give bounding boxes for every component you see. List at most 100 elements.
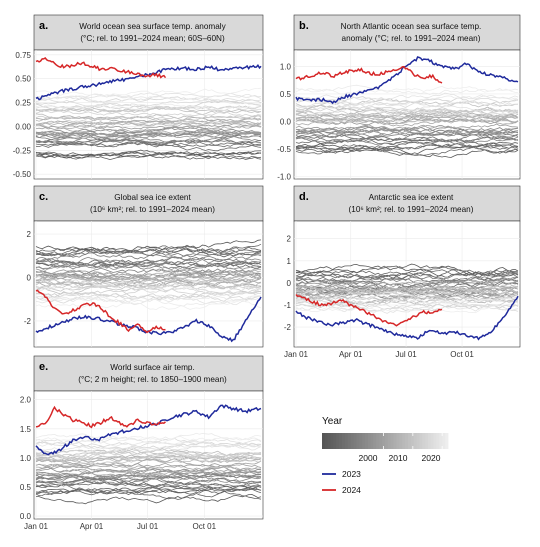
panel-a-year-line-2000: [35, 123, 262, 130]
panel-b-year-line-2022: [295, 94, 519, 106]
colorbar-swatch: [405, 433, 409, 449]
panels: a. World ocean sea surface temp. anomaly (…: [13, 14, 521, 531]
panel-e-year-line-2015: [35, 449, 262, 460]
panel-a-year-line-2022: [35, 95, 262, 105]
panel-e-year-line-2013: [35, 454, 262, 464]
colorbar: [322, 433, 449, 449]
panel-a-year-line-2001: [35, 131, 262, 139]
panel-e-year-line-1984: [35, 485, 262, 495]
panel-c-ytick-label: 2: [27, 230, 32, 239]
panel-c-year-line-1996: [35, 272, 262, 281]
panel-c-lines: [35, 239, 262, 343]
panel-a-year-line-2021: [35, 92, 262, 101]
panel-e-year-line-2003: [35, 469, 261, 479]
colorbar-swatch: [353, 433, 357, 449]
colorbar-swatch: [399, 433, 403, 449]
panel-c-year-line-1990: [35, 258, 262, 268]
panel-a-ytick-label: 0.25: [15, 99, 31, 108]
colorbar-tick-2010: 2010: [389, 453, 408, 463]
colorbar-swatch: [393, 433, 397, 449]
colorbar-swatch: [356, 433, 360, 449]
panel-d-year-line-2008: [296, 293, 519, 302]
panel-c-year-line-2016: [35, 288, 262, 298]
colorbar-swatch: [430, 433, 435, 449]
panel-d-year-line-2000: [295, 277, 519, 288]
colorbar-swatch: [336, 433, 340, 449]
panel-e-xtick-label: Apr 01: [80, 522, 104, 531]
panel-c-year-line-1986: [35, 243, 262, 256]
panel-b-year-line-1999: [295, 118, 519, 126]
panel-c-year-line-2013: [35, 280, 262, 292]
colorbar-swatch: [402, 433, 406, 449]
colorbar-swatch: [322, 433, 326, 449]
panel-b-ytick-label: 1.0: [280, 62, 292, 71]
panel-c-year-line-1982: [35, 247, 262, 258]
panel-a-year-line-2019: [35, 98, 262, 107]
panel-e-year-line-2000: [35, 466, 262, 477]
panel-e-series-2023: [35, 404, 262, 456]
panel-c-year-line-2022: [35, 295, 262, 304]
panel-a-year-line-2008: [35, 115, 262, 123]
panel-d-lines: [295, 263, 519, 341]
panel-d-year-line-2024: [295, 301, 519, 314]
panel-d-year-line-2020: [295, 300, 519, 311]
panel-c-year-line-2024: [35, 299, 262, 311]
panel-d-year-line-2009: [295, 285, 519, 295]
colorbar-swatch: [439, 433, 443, 449]
panel-a-year-line-2009: [35, 120, 262, 127]
panel-e-ytick-label: 0.0: [20, 512, 32, 521]
panel-e-title-line-1: World surface air temp.: [110, 363, 194, 372]
panel-a-year-line-2003: [35, 123, 262, 133]
panel-b-year-line-2020: [295, 101, 519, 113]
panel-a-year-line-1993: [35, 135, 262, 145]
panel-a-year-line-2013: [35, 114, 262, 123]
panel-a-ytick-label: -0.50: [13, 170, 32, 179]
colorbar-swatch: [370, 433, 374, 449]
panel-d-year-line-2023: [295, 295, 519, 306]
panel-b-year-line-1987: [295, 143, 519, 156]
colorbar-swatch: [422, 433, 426, 449]
colorbar-swatch: [442, 433, 446, 449]
panel-c-year-line-2007: [35, 275, 262, 284]
panel-d-title-line-2: (10⁶ km²; rel. to 1991–2024 mean): [349, 205, 474, 214]
panel-b-header: [293, 14, 521, 51]
panel-c-year-line-2017: [35, 292, 261, 302]
panel-e-year-line-2019: [35, 444, 262, 454]
panel-b-letter: b.: [299, 20, 309, 32]
panel-d-series-2023: [295, 295, 519, 341]
panel-b-year-line-1990: [295, 128, 519, 141]
panel-b-year-line-2018: [295, 97, 519, 107]
panel-d-ytick-label: -2: [284, 323, 292, 332]
panel-b-year-line-2003: [295, 116, 519, 125]
panel-c-year-line-2012: [35, 275, 262, 288]
colorbar-tick-2000: 2000: [359, 453, 378, 463]
panel-e-year-line-1988: [35, 483, 262, 492]
panel-b-year-line-2010: [295, 111, 519, 123]
colorbar-swatch: [445, 433, 449, 449]
panel-e-series-2024: [35, 405, 166, 429]
panel-b-title-line-2: anomaly (°C; rel. to 1991–2024 mean): [342, 34, 481, 43]
colorbar-swatch: [359, 433, 363, 449]
panel-a-year-line-2002: [35, 131, 262, 140]
panel-a-year-line-2016: [35, 110, 262, 117]
panel-a: a. World ocean sea surface temp. anomaly (…: [13, 14, 264, 180]
panel-e-xtick-label: Jul 01: [137, 522, 159, 531]
panel-d-year-line-2014: [295, 287, 519, 299]
panel-b-title-line-1: North Atlantic ocean sea surface temp.: [341, 22, 482, 31]
panel-d-xtick-label: Apr 01: [339, 350, 363, 359]
panel-c-year-line-1998: [35, 263, 262, 281]
panel-e-lines: [35, 404, 262, 505]
panel-a-year-line-2014: [35, 105, 262, 112]
colorbar-swatch: [342, 433, 346, 449]
colorbar-swatch: [324, 433, 329, 449]
panel-c-year-line-1999: [35, 263, 262, 276]
panel-d-xtick-label: Jan 01: [284, 350, 309, 359]
panel-c-year-line-2020: [35, 279, 262, 296]
colorbar-swatch: [367, 433, 372, 449]
panel-b-ytick-label: 0.0: [280, 117, 292, 126]
panel-e-year-line-1989: [35, 477, 262, 485]
panel-d-year-line-2018: [295, 293, 519, 305]
panel-d-ytick-label: 1: [287, 257, 292, 266]
colorbar-swatch: [419, 433, 423, 449]
